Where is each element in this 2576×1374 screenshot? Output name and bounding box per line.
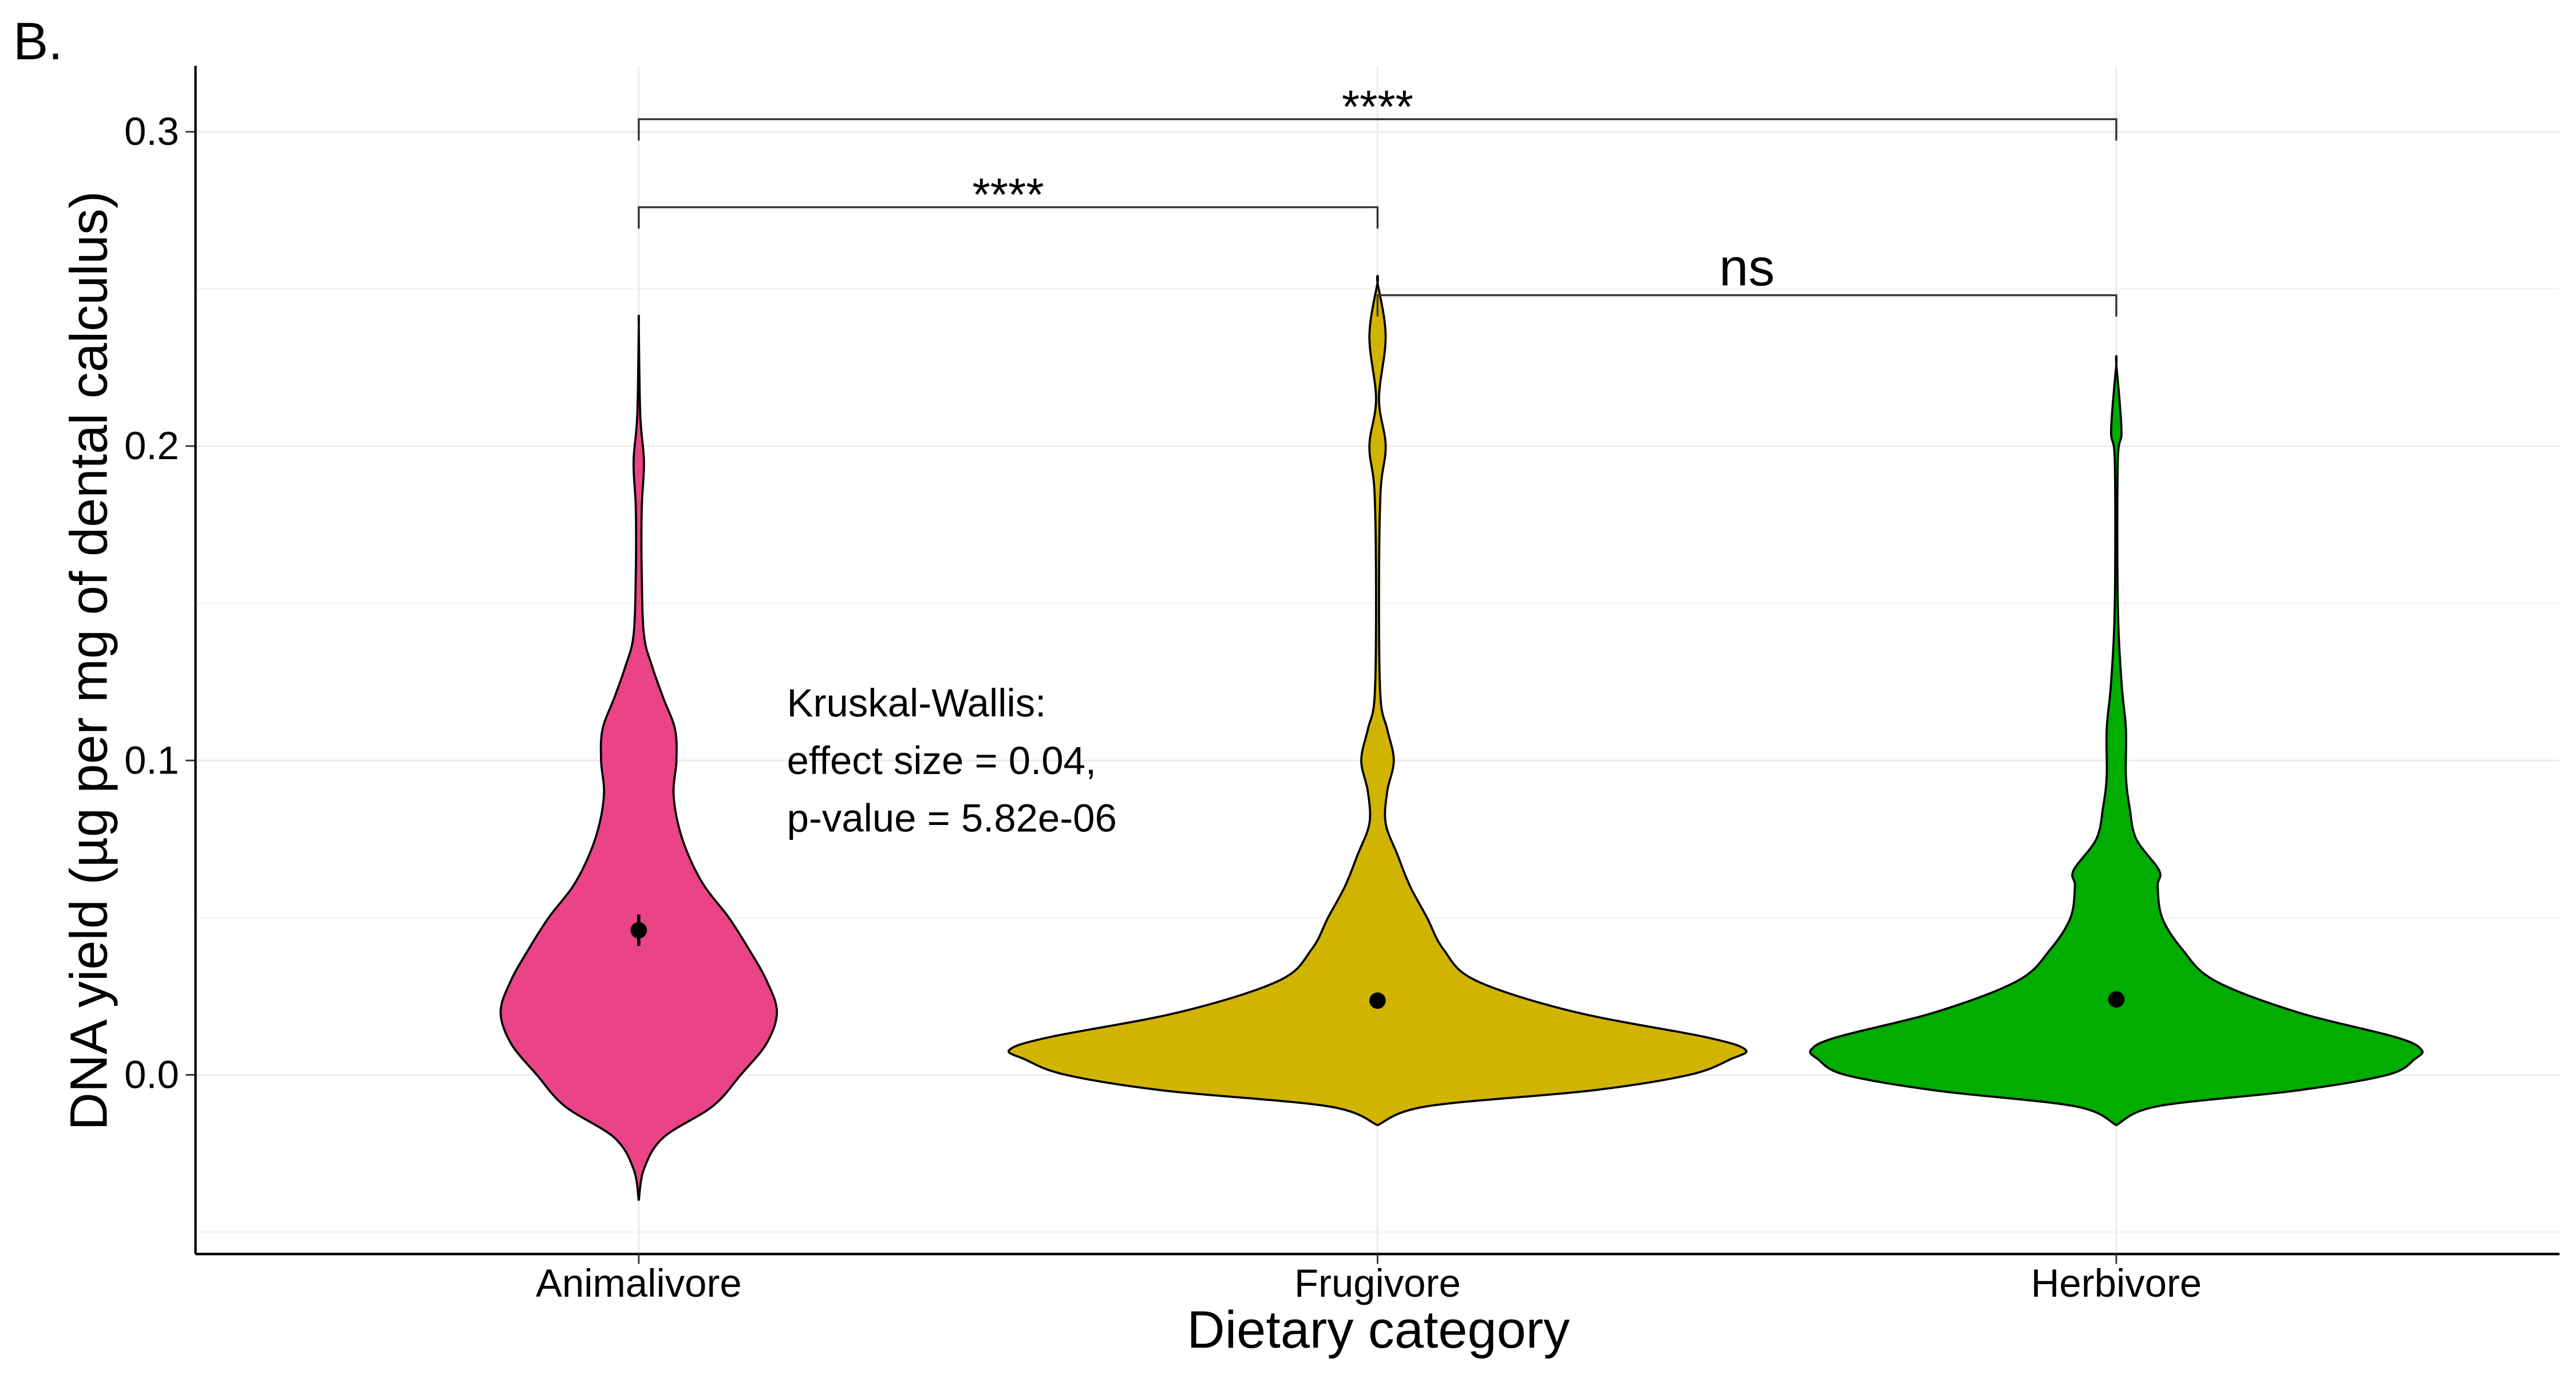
violin bbox=[1008, 275, 1748, 1127]
violin bbox=[1809, 355, 2424, 1127]
mean-point bbox=[630, 922, 647, 939]
x-tick-label: Frugivore bbox=[1294, 1261, 1461, 1305]
significance-bracket bbox=[1376, 294, 2117, 317]
mean-point bbox=[1369, 992, 1386, 1009]
annotation: Kruskal-Wallis: bbox=[787, 681, 1046, 725]
x-axis-title: Dietary category bbox=[1187, 1301, 1570, 1359]
y-tick-label: 0.3 bbox=[124, 109, 179, 153]
x-tick-label: Herbivore bbox=[2031, 1261, 2202, 1305]
y-tick-label: 0.0 bbox=[124, 1052, 179, 1096]
significance-bracket bbox=[638, 118, 2117, 141]
significance-bracket bbox=[638, 206, 1379, 229]
significance-label: **** bbox=[973, 169, 1044, 221]
annotation: effect size = 0.04, bbox=[787, 739, 1096, 783]
annotation: p-value = 5.82e-06 bbox=[787, 796, 1117, 840]
y-axis-title: DNA yield (µg per mg of dental calculus) bbox=[60, 191, 118, 1131]
significance-label: **** bbox=[1342, 81, 1413, 133]
panel-label: B. bbox=[13, 12, 63, 70]
y-tick-label: 0.1 bbox=[124, 738, 179, 782]
significance-label: ns bbox=[1719, 238, 1775, 297]
violin bbox=[499, 314, 779, 1201]
x-tick-label: Animalivore bbox=[536, 1261, 742, 1305]
y-tick-label: 0.2 bbox=[124, 424, 179, 468]
mean-point bbox=[2108, 991, 2125, 1008]
